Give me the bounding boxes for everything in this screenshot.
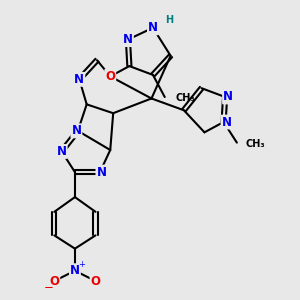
Text: N: N (123, 33, 133, 46)
Text: N: N (71, 124, 81, 137)
Text: N: N (222, 116, 232, 128)
Text: N: N (57, 145, 67, 158)
Text: CH₃: CH₃ (175, 94, 195, 103)
Text: O: O (105, 70, 115, 83)
Text: N: N (223, 91, 233, 103)
Text: CH₃: CH₃ (246, 139, 265, 149)
Text: N: N (148, 21, 158, 34)
Text: N: N (74, 73, 84, 86)
Text: N: N (70, 264, 80, 277)
Text: −: − (44, 281, 53, 294)
Text: O: O (91, 274, 100, 287)
Text: H: H (165, 15, 173, 26)
Text: O: O (49, 274, 59, 287)
Text: N: N (96, 166, 106, 178)
Text: +: + (78, 260, 85, 269)
